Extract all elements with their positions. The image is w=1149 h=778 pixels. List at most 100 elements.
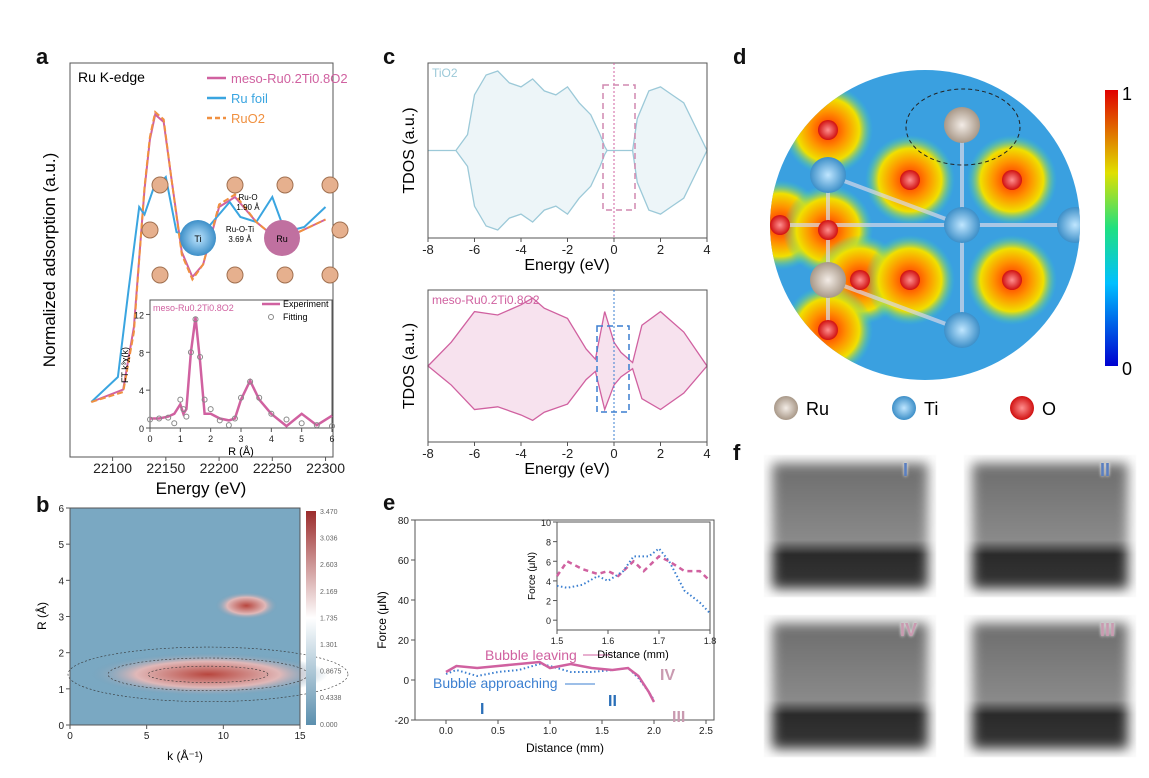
ti-atom [1057,207,1080,243]
fitting-point [156,415,163,422]
inset-e-y-tick-label: 8 [546,538,551,548]
panel-c-top-x-tick-label: -6 [469,242,481,257]
annotation-bubble-approaching: Bubble approaching [433,675,558,691]
panel-b-x-tick-label: 5 [144,731,150,742]
inset-e-ylabel: Force (μN) [527,552,538,600]
charge-density-map [770,70,1080,380]
fitting-point [225,422,232,429]
o-atom [1002,170,1022,190]
stage-II: II [608,693,617,710]
panel-e-ylabel: Force (μN) [375,591,389,649]
panel-a-annotation: Ru K-edge [78,69,145,85]
panel-b-ylabel: R (Å) [34,602,49,630]
panel-b-x-tick-label: 10 [218,731,230,742]
fitting-point [256,394,263,401]
colorbar-tick-label: 1 [1122,84,1132,104]
leaving-line [445,660,656,703]
fitting-point [192,316,199,323]
oxygen-atom [141,221,159,239]
panel-c-top-xlabel: Energy (eV) [524,257,609,274]
fitting-point [177,396,184,403]
fitting-point [187,349,194,356]
heatmap-peak [88,652,328,697]
panel-c-bottom-x-tick-label: -4 [515,446,527,461]
legend-swatch [268,314,274,320]
inset-e-y-tick-label: 0 [546,616,551,626]
inset-e-x-tick-label: 1.6 [602,636,615,646]
ti-atom [810,157,846,193]
photo-stage-II [964,455,1136,597]
panel-e-x-tick-label: 1.0 [543,726,557,737]
colorbar-tick-label: 1.735 [320,615,338,622]
ti-label: Ti [194,234,201,244]
legend-label: O [1042,399,1056,419]
bond2-length: 3.69 Å [228,235,252,244]
ru-atom [944,107,980,143]
stage-III: III [672,709,685,726]
panel-c-bottom-x-tick-label: -2 [562,446,574,461]
panel-c-top-x-tick-label: 2 [657,242,664,257]
fitting-point [313,422,320,429]
inset-x-tick-label: 6 [329,434,334,444]
oxygen-atom [321,266,339,284]
legend-label: Ti [924,399,938,419]
stage-label-III: III [1100,620,1116,640]
panel-e-y-tick-label: 60 [398,556,410,567]
fitting-point [147,416,153,423]
panel-b-y-tick-label: 3 [58,613,64,624]
fitting-point [165,414,172,421]
legend-atom-ru [774,396,798,420]
inset-x-tick-label: 0 [147,434,152,444]
colorbar-tick-label: 0.8675 [320,669,342,676]
oxygen-atom [226,176,244,194]
legend-label: Experiment [283,299,329,309]
oxygen-atom [151,266,169,284]
panel-b-y-tick-label: 4 [58,576,64,587]
colorbar-tick-label: 3.036 [320,536,338,543]
legend-label: meso-Ru0.2Ti0.8O2 [231,71,348,86]
bond1-length: 1.90 Å [236,203,260,212]
colorbar-tick-label: 0.000 [320,722,338,729]
panel-b-y-tick-label: 2 [58,649,64,660]
panel-c-top-x-tick-label: -8 [422,242,434,257]
inset-e-y-tick-label: 4 [546,577,551,587]
o-atom [770,215,790,235]
panel-a-x-tick-label: 22250 [253,460,292,476]
photo-stage-I [764,455,936,597]
bond [827,173,963,227]
fitting-point [283,416,290,423]
panel-label-c: c [383,44,396,69]
stage-I: I [480,701,484,718]
inset-e-x-tick-label: 1.5 [551,636,564,646]
panel-e-x-tick-label: 0.5 [491,726,505,737]
colorbar-tick-label: 3.470 [320,509,338,516]
stage-label-IV: IV [900,620,918,640]
fitting-point [207,406,214,413]
o-atom [818,220,838,240]
fitting-point [201,396,208,403]
panel-b-x-tick-label: 15 [294,731,306,742]
inset-e-x-tick-label: 1.8 [704,636,717,646]
inset-x-tick-label: 1 [178,434,183,444]
inset-y-tick-label: 12 [134,310,144,320]
photo-stage-IV [764,615,936,757]
highlight-ellipse [905,88,1021,166]
panel-label-b: b [36,492,50,517]
inset-x-tick-label: 4 [269,434,274,444]
panel-label-f: f [733,440,741,465]
colorbar-tick-label: 2.603 [320,562,338,569]
panel-c-bottom-ylabel: TDOS (a.u.) [401,323,418,409]
legend-atom-o [1010,396,1034,420]
inset-e-y-tick-label: 2 [546,597,551,607]
fitting-point [231,415,238,422]
panel-a-x-tick-label: 22300 [306,460,345,476]
fitting-point [247,378,254,385]
oxygen-atom [276,176,294,194]
panel-e-y-tick-label: 40 [398,596,410,607]
panel-c-bottom-annotation: meso-Ru0.2Ti0.8O2 [432,293,540,307]
colorbar [1105,90,1118,366]
inset-y-tick-label: 4 [139,386,144,396]
ru-atom [264,220,300,256]
panel-a-x-tick-label: 22100 [93,460,132,476]
ti-atom [944,207,980,243]
